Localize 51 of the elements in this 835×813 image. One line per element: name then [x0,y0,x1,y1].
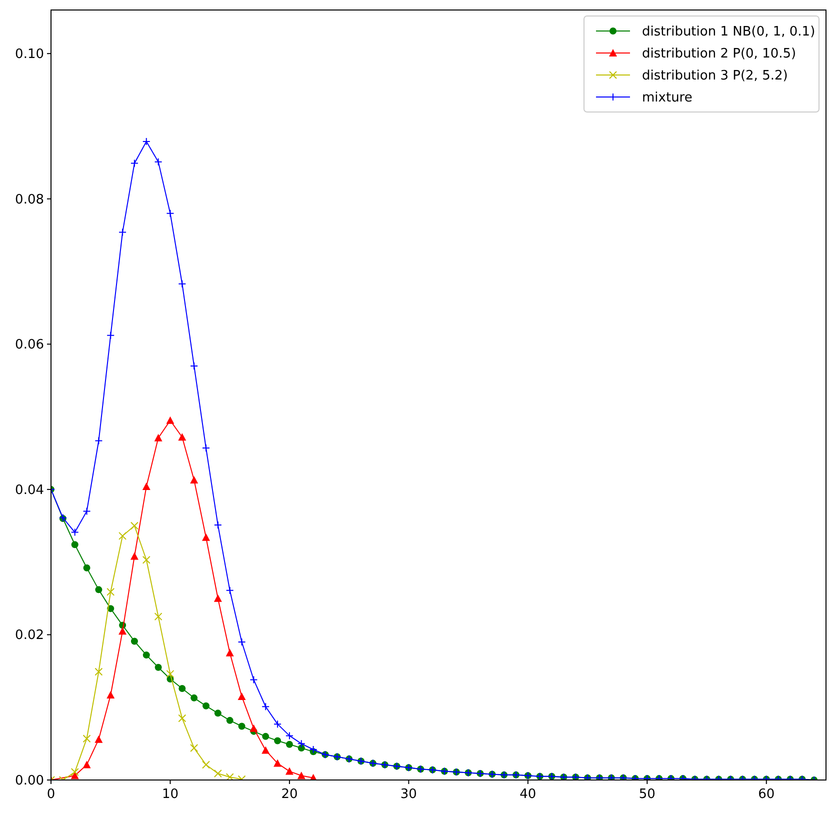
point [238,692,246,700]
x-tick-label: 50 [638,787,656,802]
point [130,552,138,560]
legend-label: distribution 1 NB(0, 1, 0.1) [642,24,816,40]
point [214,594,222,602]
x-tick-label: 10 [162,787,179,802]
point [70,772,79,780]
point [262,746,270,754]
y-tick-label: 0.10 [15,47,44,62]
point [142,482,150,490]
point [178,433,186,441]
point [250,724,258,732]
point [82,760,91,768]
point [297,772,306,780]
point [70,768,79,776]
point [190,744,198,752]
point [106,588,115,596]
point [118,627,127,635]
y-tick-label: 0.08 [15,192,44,208]
x-tick-label: 60 [758,787,775,802]
point [118,532,127,540]
x-tick-label: 30 [400,787,417,802]
point [166,416,174,424]
x-tick-label: 0 [46,787,56,802]
y-tick-label: 0.06 [15,338,44,353]
point [202,760,210,769]
legend-label: mixture [642,90,692,106]
point [285,767,294,775]
point [274,759,282,767]
x-tick-label: 40 [520,787,536,802]
point [82,734,91,743]
point [178,714,186,722]
x-tick-label: 20 [281,787,298,802]
y-tick-label: 0.04 [15,482,44,498]
point [130,522,138,530]
point [166,670,174,678]
point [94,668,103,676]
point [94,735,103,743]
y-tick-label: 0.02 [15,628,44,644]
point [226,773,234,780]
y-tick-label: 0.00 [15,774,44,788]
point [154,434,162,442]
legend-label: distribution 2 P(0, 10.5) [642,46,796,62]
point [202,533,210,541]
legend-label: distribution 3 P(2, 5.2) [642,68,788,84]
point [142,556,150,564]
point [106,691,115,699]
point [214,769,222,778]
point [226,648,234,656]
point [190,476,198,484]
point [154,612,162,621]
